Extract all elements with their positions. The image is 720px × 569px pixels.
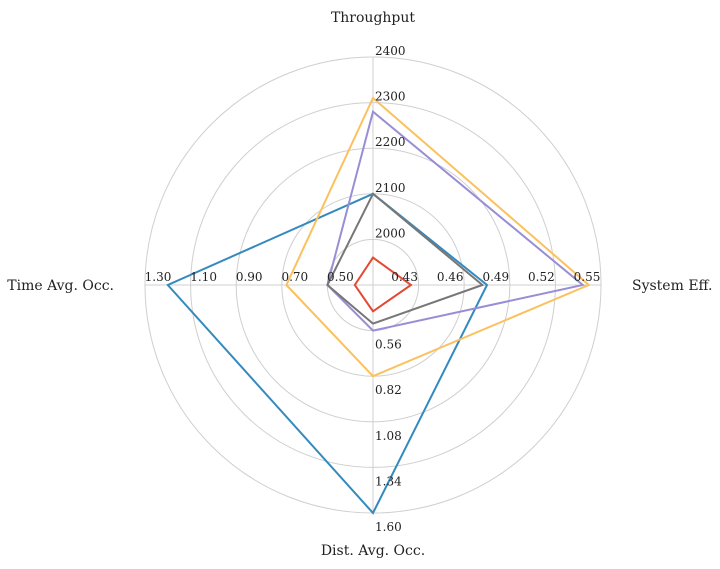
tick-label: 1.08 xyxy=(375,429,402,443)
tick-label: 0.46 xyxy=(437,270,464,284)
tick-label: 0.82 xyxy=(375,383,402,397)
tick-label: 1.10 xyxy=(190,270,217,284)
tick-label: 0.55 xyxy=(574,270,601,284)
axis-title: Time Avg. Occ. xyxy=(7,278,114,294)
tick-label: 2300 xyxy=(375,90,406,104)
series-polygon xyxy=(326,192,485,325)
tick-label: 1.30 xyxy=(145,270,172,284)
tick-label: 0.49 xyxy=(482,270,509,284)
radar-grid xyxy=(144,56,602,514)
axis-title: System Eff. xyxy=(632,278,712,294)
tick-label: 2100 xyxy=(375,181,406,195)
tick-label: 0.90 xyxy=(236,270,263,284)
tick-label: 0.43 xyxy=(391,270,418,284)
series-polygon xyxy=(285,96,591,378)
series-polygon xyxy=(353,256,413,313)
axis-title: Dist. Avg. Occ. xyxy=(321,543,425,559)
tick-label: 0.56 xyxy=(375,338,402,352)
tick-label: 2200 xyxy=(375,135,406,149)
tick-label: 2000 xyxy=(375,226,406,240)
series-polygon xyxy=(326,109,586,332)
tick-label: 2400 xyxy=(375,44,406,58)
axis-title: Throughput xyxy=(331,10,415,26)
tick-label: 0.52 xyxy=(528,270,555,284)
tick-label: 1.34 xyxy=(375,474,402,488)
radar-labels: 2000 2100 2200 2300 2400 0.43 0.46 0.49 0.52 0.55… xyxy=(7,10,712,559)
tick-label: 0.50 xyxy=(327,270,354,284)
tick-label: 0.70 xyxy=(281,270,308,284)
tick-label: 1.60 xyxy=(375,520,402,534)
radar-series xyxy=(166,96,591,515)
series-polygon xyxy=(166,192,489,515)
